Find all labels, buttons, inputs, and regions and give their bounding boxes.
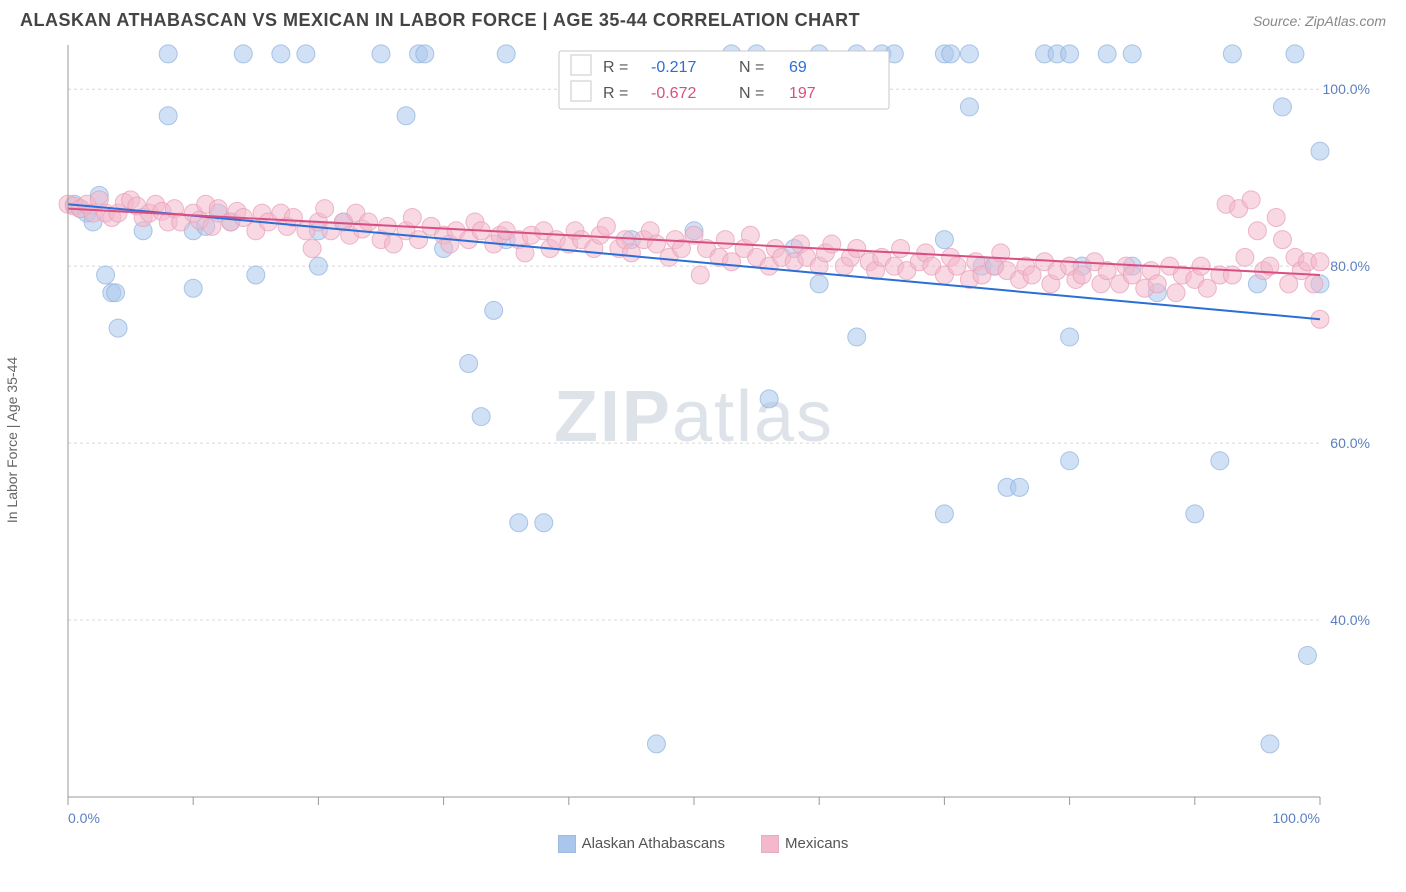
svg-text:R =: R =: [603, 85, 628, 102]
svg-text:197: 197: [789, 85, 816, 102]
legend-bottom: Alaskan Athabascans Mexicans: [0, 827, 1406, 853]
svg-text:40.0%: 40.0%: [1330, 612, 1370, 628]
svg-text:N =: N =: [739, 85, 764, 102]
svg-text:69: 69: [789, 59, 807, 76]
svg-text:N =: N =: [739, 59, 764, 76]
chart-container: In Labor Force | Age 35-44 40.0%60.0%80.…: [20, 37, 1386, 827]
svg-text:60.0%: 60.0%: [1330, 435, 1370, 451]
source-label: Source: ZipAtlas.com: [1253, 13, 1386, 29]
svg-text:100.0%: 100.0%: [1273, 810, 1320, 826]
y-axis-label: In Labor Force | Age 35-44: [4, 357, 20, 523]
scatter-chart: 40.0% 60.0% 80.0% 100.0% ZIPatlas 0.0% 100.0% R…: [20, 37, 1386, 827]
legend-swatch: [761, 835, 779, 853]
chart-title: ALASKAN ATHABASCAN VS MEXICAN IN LABOR F…: [20, 10, 860, 31]
svg-text:80.0%: 80.0%: [1330, 258, 1370, 274]
legend-item: Alaskan Athabascans: [558, 835, 725, 852]
svg-text:100.0%: 100.0%: [1323, 81, 1370, 97]
svg-text:R =: R =: [603, 59, 628, 76]
legend-swatch: [558, 835, 576, 853]
legend-item: Mexicans: [761, 835, 848, 852]
svg-text:-0.217: -0.217: [651, 59, 696, 76]
svg-text:ZIPatlas: ZIPatlas: [554, 377, 834, 457]
svg-text:-0.672: -0.672: [651, 85, 696, 102]
svg-text:0.0%: 0.0%: [68, 810, 100, 826]
